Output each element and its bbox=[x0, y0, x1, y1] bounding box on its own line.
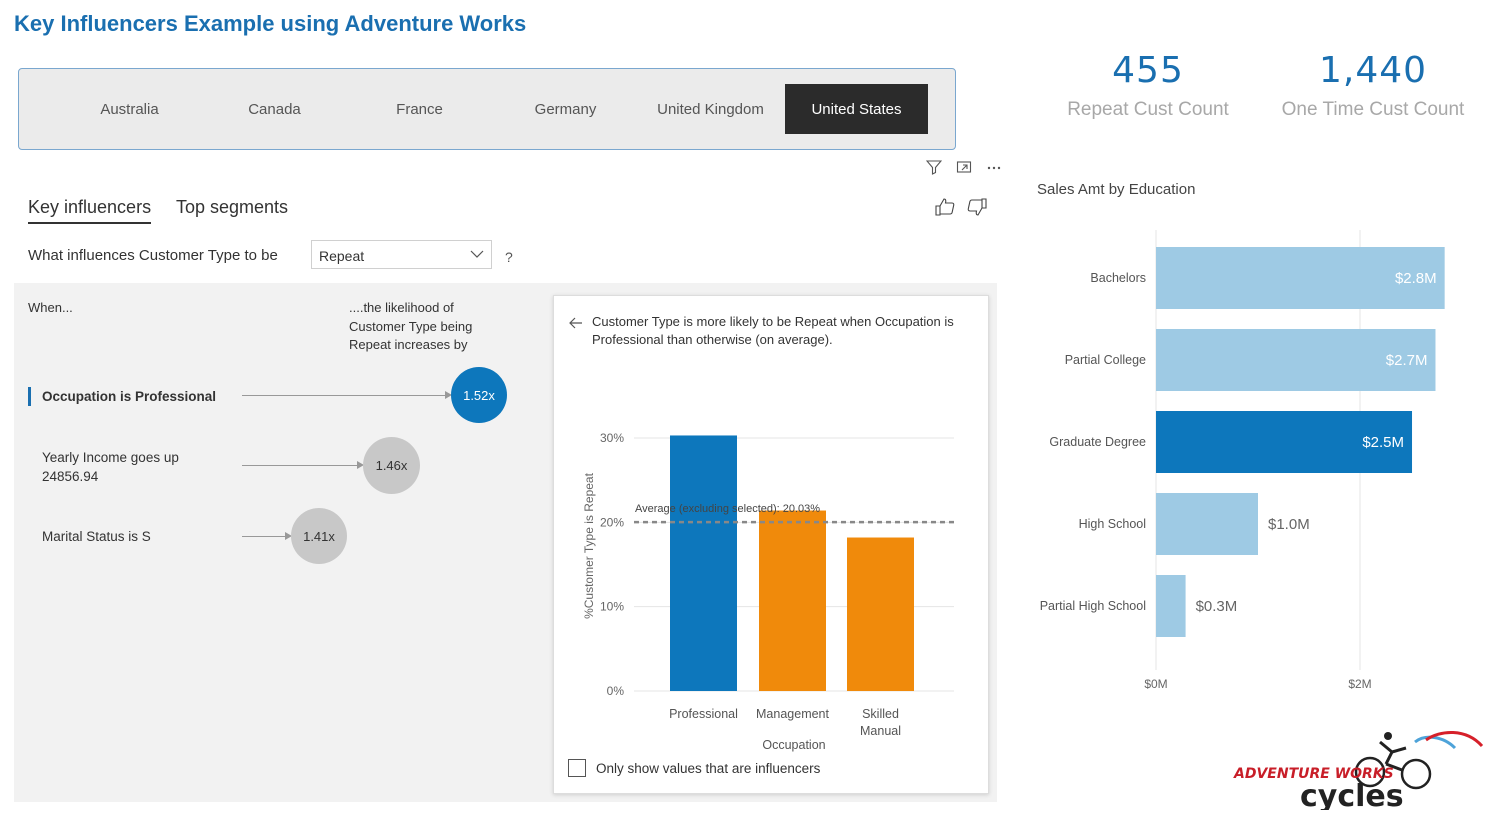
chevron-down-icon bbox=[469, 246, 485, 265]
education-chart-title: Sales Amt by Education bbox=[1037, 181, 1196, 198]
checkbox-label: Only show values that are influencers bbox=[596, 760, 821, 776]
country-slicer: Australia Canada France Germany United K… bbox=[18, 68, 956, 150]
more-options-icon[interactable] bbox=[985, 158, 1003, 176]
bar-management[interactable] bbox=[759, 510, 826, 691]
x-axis-title: Occupation bbox=[762, 738, 825, 752]
x-tick-label: Manual bbox=[860, 724, 901, 738]
thumbs-up-icon[interactable] bbox=[934, 197, 956, 222]
kpi-repeat-cust-count: 455 Repeat Cust Count bbox=[1048, 50, 1248, 121]
data-label: $1.0M bbox=[1268, 516, 1310, 533]
influencer-arrow bbox=[242, 461, 364, 469]
x-tick-label: $2M bbox=[1348, 677, 1371, 691]
slicer-item-germany[interactable]: Germany bbox=[534, 100, 597, 118]
kpi-one-time-cust-count: 1,440 One Time Cust Count bbox=[1273, 50, 1473, 121]
likelihood-label: ....the likelihood of Customer Type bein… bbox=[349, 300, 473, 352]
x-tick-label: Management bbox=[756, 707, 829, 721]
influencers-only-checkbox-row[interactable]: Only show values that are influencers bbox=[568, 759, 820, 777]
y-tick-label: 20% bbox=[600, 515, 624, 529]
target-value-dropdown[interactable]: Repeat bbox=[311, 240, 492, 269]
bar-graduate-degree[interactable] bbox=[1156, 411, 1413, 473]
back-arrow-icon[interactable] bbox=[568, 315, 584, 336]
influencer-bubble[interactable]: 1.41x bbox=[291, 508, 347, 564]
filter-icon[interactable] bbox=[925, 158, 943, 176]
when-label: When... bbox=[28, 300, 73, 315]
logo-text-line1: ADVENTURE WORKS bbox=[1233, 766, 1394, 782]
slicer-item-canada[interactable]: Canada bbox=[248, 100, 301, 118]
influencer-arrow bbox=[242, 532, 292, 540]
focus-mode-icon[interactable] bbox=[955, 158, 973, 176]
reference-line-label: Average (excluding selected): 20.03% bbox=[635, 503, 820, 515]
category-label: Bachelors bbox=[1090, 271, 1146, 285]
slicer-item-united-kingdom[interactable]: United Kingdom bbox=[657, 100, 764, 118]
bar-partial-college[interactable] bbox=[1156, 329, 1436, 391]
occupation-bar-chart: 0% 10% 20% 30% Professional Management Skilled… bbox=[582, 431, 954, 752]
y-tick-label: 0% bbox=[607, 684, 625, 698]
influencer-row-label[interactable]: Occupation is Professional bbox=[28, 387, 216, 406]
category-label: Partial College bbox=[1065, 353, 1146, 367]
kpi-value: 455 bbox=[1112, 50, 1184, 91]
education-bar-chart: $0M $2M Bachelors $2.8M Partial College $2.7M… bbox=[1040, 230, 1445, 691]
category-label: Partial High School bbox=[1040, 599, 1146, 613]
influencer-row-label[interactable]: Marital Status is S bbox=[42, 529, 151, 544]
slicer-item-france[interactable]: France bbox=[396, 100, 443, 118]
x-tick-label: Skilled bbox=[862, 707, 899, 721]
y-axis-title: %Customer Type is Repeat bbox=[582, 472, 596, 619]
tab-key-influencers[interactable]: Key influencers bbox=[28, 197, 152, 224]
bar-professional[interactable] bbox=[670, 435, 737, 691]
data-label: $2.5M bbox=[1362, 434, 1404, 451]
slicer-item-united-states[interactable]: United States bbox=[785, 84, 928, 134]
help-icon[interactable]: ? bbox=[505, 249, 513, 265]
influencer-row-label[interactable]: Yearly Income goes up 24856.94 bbox=[42, 450, 179, 484]
adventure-works-logo: ADVENTURE WORKS cycles bbox=[1233, 730, 1484, 810]
y-tick-label: 30% bbox=[600, 431, 624, 445]
influencer-description: Customer Type is more likely to be Repea… bbox=[592, 314, 954, 347]
bar-high-school[interactable] bbox=[1156, 493, 1258, 555]
bar-skilled-manual[interactable] bbox=[847, 537, 914, 691]
influencers-only-checkbox[interactable] bbox=[568, 759, 586, 777]
x-tick-label: $0M bbox=[1144, 677, 1167, 691]
dropdown-value: Repeat bbox=[319, 248, 365, 264]
data-label: $2.7M bbox=[1386, 352, 1428, 369]
page-title: Key Influencers Example using Adventure … bbox=[14, 11, 527, 36]
bar-bachelors[interactable] bbox=[1156, 247, 1445, 309]
feedback-buttons bbox=[934, 197, 988, 222]
influencer-bubble[interactable]: 1.52x bbox=[451, 367, 507, 423]
influencer-detail-card: 0% 10% 20% 30% Professional Management Skilled… bbox=[553, 295, 989, 794]
influencer-question: What influences Customer Type to be bbox=[28, 247, 278, 264]
data-label: $2.8M bbox=[1395, 270, 1437, 287]
logo-text-line2: cycles bbox=[1300, 779, 1404, 810]
kpi-label: One Time Cust Count bbox=[1281, 99, 1465, 120]
category-label: Graduate Degree bbox=[1049, 435, 1146, 449]
kpi-label: Repeat Cust Count bbox=[1067, 99, 1229, 120]
data-label: $0.3M bbox=[1196, 598, 1238, 615]
influencer-arrow bbox=[242, 391, 452, 399]
slicer-item-australia[interactable]: Australia bbox=[100, 100, 159, 118]
x-tick-label: Professional bbox=[669, 707, 738, 721]
thumbs-down-icon[interactable] bbox=[966, 197, 988, 222]
key-influencers-panel: When... ....the likelihood of Customer T… bbox=[14, 283, 997, 802]
bar-partial-high-school[interactable] bbox=[1156, 575, 1186, 637]
visual-header bbox=[925, 158, 1003, 176]
y-tick-label: 10% bbox=[600, 600, 624, 614]
category-label: High School bbox=[1079, 517, 1146, 531]
kpi-value: 1,440 bbox=[1318, 50, 1428, 91]
tab-top-segments[interactable]: Top segments bbox=[176, 197, 289, 217]
influencer-bubble[interactable]: 1.46x bbox=[363, 437, 420, 494]
